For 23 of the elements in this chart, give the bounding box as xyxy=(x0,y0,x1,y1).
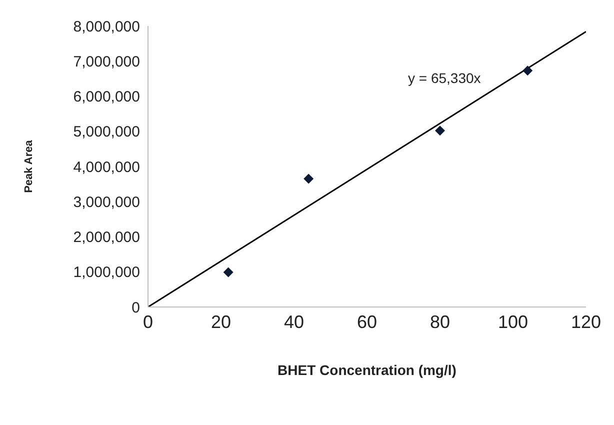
point xyxy=(522,66,533,76)
x-tick-label: 60 xyxy=(356,312,378,332)
point xyxy=(223,267,234,278)
y-tick-label: 0 xyxy=(132,299,140,316)
y-tick-label: 8,000,000 xyxy=(73,18,140,36)
annotation: y = 65,330x xyxy=(408,70,481,86)
x-tick-label: 40 xyxy=(284,312,304,332)
y-axis-title: Peak Area xyxy=(22,139,35,193)
x-tick-label: 80 xyxy=(430,312,450,332)
x-tick-label: 100 xyxy=(498,312,528,332)
y-tick-label: 3,000,000 xyxy=(73,194,140,211)
point xyxy=(304,174,314,184)
y-tick-label: 2,000,000 xyxy=(73,229,140,246)
y-tick-label: 1,000,000 xyxy=(73,264,140,282)
x-tick-label: 0 xyxy=(142,312,154,332)
point xyxy=(435,126,445,136)
y-tick-label: 5,000,000 xyxy=(73,124,140,141)
x-tick-label: 20 xyxy=(210,312,232,332)
x-axis-title: BHET Concentration (mg/l) xyxy=(278,362,456,378)
y-tick-label: 6,000,000 xyxy=(73,88,140,106)
y-tick-label: 7,000,000 xyxy=(73,53,140,70)
y-tick-label: 4,000,000 xyxy=(73,158,140,176)
x-tick-label: 120 xyxy=(570,312,602,332)
